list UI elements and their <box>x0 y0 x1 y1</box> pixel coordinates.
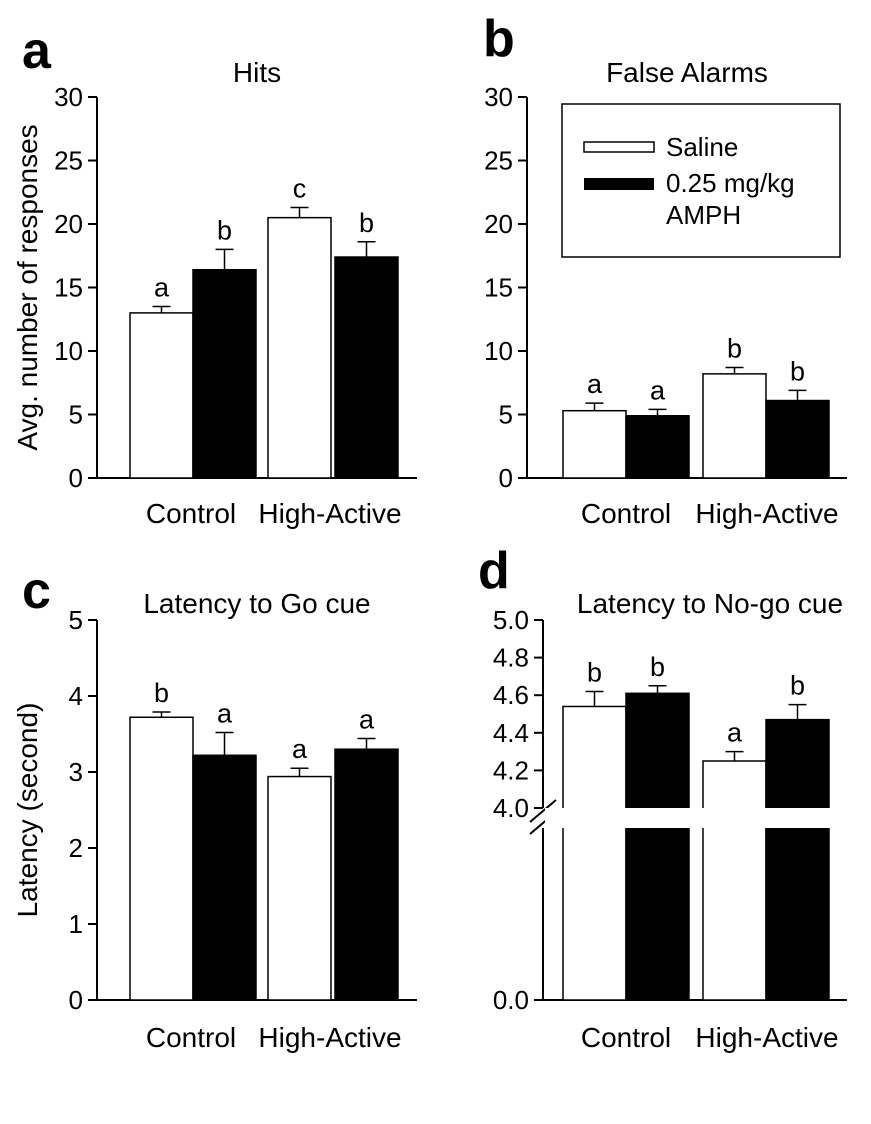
bar-saline-control <box>129 312 194 479</box>
panel-letter: d <box>478 542 510 600</box>
significance-letter: a <box>650 375 666 405</box>
y-tick-label: 4.2 <box>493 755 529 785</box>
x-category-label: Control <box>146 1022 236 1053</box>
significance-letter: b <box>790 671 805 701</box>
bar-amph-high-active <box>765 399 830 479</box>
bar-amph-control <box>625 692 690 1001</box>
bar-saline-high-active <box>267 775 332 1001</box>
panel-title: Hits <box>233 57 281 88</box>
y-tick-label: 25 <box>54 146 83 176</box>
panel-title: Latency to Go cue <box>143 588 370 619</box>
legend-label-amph: 0.25 mg/kg <box>666 168 795 198</box>
bar-amph-control <box>192 754 257 1001</box>
y-axis-label: Avg. number of responses <box>12 124 43 450</box>
panel-title: False Alarms <box>606 57 768 88</box>
significance-letter: b <box>154 678 169 708</box>
significance-letter: b <box>650 652 665 682</box>
axis-break-gap <box>545 808 849 828</box>
y-tick-label: 1 <box>69 909 83 939</box>
bar-amph-high-active <box>765 718 830 1001</box>
significance-letter: c <box>293 173 307 203</box>
panel-b: b False Alarms 0 5 10 15 20 25 30 a a b b Control High… <box>483 10 847 529</box>
bar-saline-control <box>129 716 194 1001</box>
y-tick-label: 4.6 <box>493 680 529 710</box>
y-tick-label: 4 <box>69 681 83 711</box>
panel-d: d Latency to No-go cue 0.0 4.0 4.2 4.4 4.6 4.8 5… <box>478 542 849 1053</box>
significance-letter: a <box>292 734 308 764</box>
significance-letter: b <box>587 657 602 687</box>
axis-break-mark <box>529 799 557 823</box>
y-axis-label: Latency (second) <box>12 703 43 918</box>
x-category-label: Control <box>581 1022 671 1053</box>
y-tick-label: 25 <box>484 146 513 176</box>
y-tick-label: 0 <box>69 463 83 493</box>
significance-letter: a <box>587 369 603 399</box>
significance-letter: a <box>359 705 375 735</box>
significance-letter: a <box>154 273 170 303</box>
panel-letter: b <box>483 10 515 68</box>
x-category-label: High-Active <box>695 1022 838 1053</box>
bar-saline-control <box>562 705 627 1001</box>
y-tick-label: 10 <box>54 336 83 366</box>
y-tick-label: 5 <box>499 400 513 430</box>
y-tick-label: 2 <box>69 833 83 863</box>
y-tick-label: 4.4 <box>493 718 529 748</box>
x-category-label: High-Active <box>258 1022 401 1053</box>
y-tick-label: 5.0 <box>493 605 529 635</box>
y-tick-label: 15 <box>54 273 83 303</box>
bar-saline-high-active <box>702 373 767 479</box>
y-tick-label: 10 <box>484 336 513 366</box>
y-tick-label: 30 <box>54 82 83 112</box>
bar-amph-high-active <box>334 256 399 479</box>
y-tick-label: 4.8 <box>493 643 529 673</box>
significance-letter: b <box>217 215 232 245</box>
panel-letter: c <box>22 562 51 620</box>
bar-saline-control <box>562 409 627 479</box>
x-category-label: Control <box>146 498 236 529</box>
y-tick-label: 4.0 <box>493 793 529 823</box>
y-tick-label: 0 <box>499 463 513 493</box>
y-tick-label: 30 <box>484 82 513 112</box>
panel-c: c Latency to Go cue 0 1 2 3 4 5 b a a a Control High-… <box>12 562 417 1053</box>
y-tick-label: 15 <box>484 273 513 303</box>
legend-label-saline: Saline <box>666 132 738 162</box>
legend-swatch-amph <box>584 178 654 190</box>
bar-saline-high-active <box>267 216 332 479</box>
bar-saline-high-active <box>702 760 767 1001</box>
y-tick-label: 3 <box>69 757 83 787</box>
y-tick-label: 0 <box>69 985 83 1015</box>
panel-letter: a <box>22 22 52 80</box>
panel-title: Latency to No-go cue <box>577 588 843 619</box>
significance-letter: b <box>727 334 742 364</box>
y-tick-label: 20 <box>484 209 513 239</box>
y-tick-label: 5 <box>69 400 83 430</box>
x-category-label: High-Active <box>258 498 401 529</box>
legend-label-amph-2: AMPH <box>666 200 741 230</box>
bar-amph-high-active <box>334 748 399 1001</box>
significance-letter: a <box>217 698 233 728</box>
x-category-label: High-Active <box>695 498 838 529</box>
significance-letter: b <box>790 356 805 386</box>
legend-swatch-saline <box>583 141 655 153</box>
significance-letter: b <box>359 208 374 238</box>
y-tick-label: 0.0 <box>493 985 529 1015</box>
y-tick-label: 5 <box>69 605 83 635</box>
x-category-label: Control <box>581 498 671 529</box>
significance-letter: a <box>727 718 743 748</box>
bar-amph-control <box>625 415 690 479</box>
bar-amph-control <box>192 268 257 479</box>
y-tick-label: 20 <box>54 209 83 239</box>
